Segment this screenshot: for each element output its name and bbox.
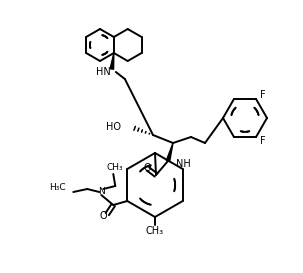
- Text: CH₃: CH₃: [107, 164, 124, 173]
- Text: CH₃: CH₃: [146, 226, 164, 236]
- Text: N: N: [98, 188, 105, 197]
- Text: O: O: [99, 211, 107, 221]
- Polygon shape: [166, 143, 173, 161]
- Text: F: F: [260, 90, 266, 100]
- Polygon shape: [110, 53, 114, 69]
- Text: HN: HN: [96, 67, 111, 77]
- Text: F: F: [260, 136, 266, 146]
- Text: O: O: [143, 163, 151, 173]
- Text: NH: NH: [176, 159, 191, 169]
- Text: HO: HO: [106, 122, 121, 132]
- Text: H₃C: H₃C: [49, 183, 65, 192]
